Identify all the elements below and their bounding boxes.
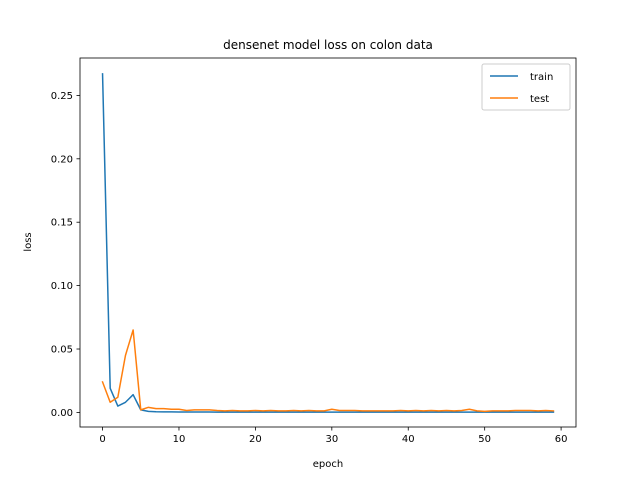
y-tick-label: 0.10 (51, 281, 73, 292)
x-tick-label: 10 (173, 434, 186, 445)
y-tick-label: 0.05 (51, 345, 73, 356)
legend: train test (481, 63, 571, 111)
y-tick-label: 0.15 (51, 218, 73, 229)
x-tick-label: 30 (325, 434, 338, 445)
series-line-train (101, 73, 555, 413)
x-tick-label: 0 (99, 434, 105, 445)
series-lines (101, 73, 555, 413)
x-axis: 0 10 20 30 40 50 60 (99, 427, 567, 445)
y-axis: 0.00 0.05 0.10 0.15 0.20 0.25 (51, 91, 80, 419)
plot-frame (79, 57, 577, 428)
x-tick-label: 60 (555, 434, 568, 445)
chart-title: densenet model loss on colon data (223, 38, 433, 52)
plot-area (80, 58, 576, 427)
y-tick-label: 0.00 (51, 408, 73, 419)
y-tick-label: 0.20 (51, 154, 73, 165)
x-axis-label: epoch (313, 459, 343, 470)
x-tick-label: 40 (402, 434, 415, 445)
legend-box (481, 63, 571, 111)
legend-label-train: train (530, 72, 553, 83)
y-axis-label: loss (23, 232, 34, 251)
series-line-test (101, 329, 555, 413)
x-tick-label: 20 (249, 434, 262, 445)
legend-label-test: test (530, 94, 549, 105)
x-tick-label: 50 (478, 434, 491, 445)
y-tick-label: 0.25 (51, 91, 73, 102)
